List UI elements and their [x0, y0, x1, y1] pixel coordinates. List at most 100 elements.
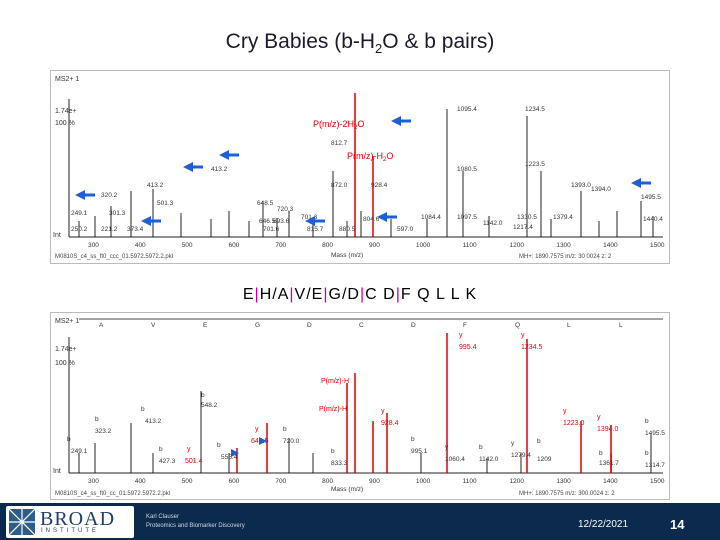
svg-text:b: b	[201, 392, 205, 399]
logo-word: BROAD	[40, 508, 116, 530]
sequence-separator: /	[272, 286, 278, 303]
sequence-separator: |	[289, 286, 295, 303]
file-label: M0810S_c4_ss_ft0_ccc_01.5972.5972.2.pkl	[55, 254, 173, 260]
svg-text:y: y	[597, 414, 601, 421]
svg-text:1495.5: 1495.5	[645, 430, 665, 437]
peptide-sequence: E|H/A|V/E|G/D|C D|F Q L L K	[0, 286, 720, 304]
svg-text:b: b	[159, 446, 163, 453]
svg-text:b: b	[331, 448, 335, 455]
percent-label: 100 %	[55, 360, 75, 367]
x-tick-label: 700	[275, 242, 286, 249]
svg-text:1095.4: 1095.4	[457, 106, 477, 113]
residue-label: F	[463, 322, 467, 329]
x-tick-label: 1200	[510, 242, 525, 249]
svg-text:880.5: 880.5	[339, 226, 356, 233]
arrows-top	[75, 116, 651, 226]
svg-text:413.2: 413.2	[211, 166, 228, 173]
logo-grid-icon	[8, 508, 36, 536]
svg-text:833.3: 833.3	[331, 460, 348, 467]
svg-text:y: y	[563, 408, 567, 415]
svg-text:995.1: 995.1	[411, 448, 428, 455]
svg-text:320.2: 320.2	[101, 192, 118, 199]
svg-text:1223.0: 1223.0	[563, 420, 585, 427]
residue-label: Q	[515, 322, 520, 329]
svg-text:548.2: 548.2	[201, 402, 218, 409]
svg-text:720.0: 720.0	[283, 438, 300, 445]
x-tick-label: 1100	[463, 242, 477, 249]
svg-text:812.7: 812.7	[331, 140, 348, 147]
svg-text:1223.5: 1223.5	[525, 161, 545, 168]
svg-text:y: y	[459, 332, 463, 339]
svg-text:804.6: 804.6	[363, 216, 380, 223]
svg-text:413.2: 413.2	[145, 418, 162, 425]
credit-text: Karl Clauser Proteomics and Biomarker Di…	[146, 513, 245, 531]
spectrum-header: MS2+ 1	[55, 318, 79, 325]
x-tick-label: 1300	[556, 478, 571, 485]
x-tick-label: 1200	[510, 478, 525, 485]
svg-text:b: b	[537, 438, 541, 445]
annotation-2h2o: P(m/z)-2H2O	[313, 119, 364, 131]
x-tick-label: 500	[182, 242, 193, 249]
svg-text:1142.0: 1142.0	[479, 456, 499, 463]
svg-text:1217.4: 1217.4	[513, 224, 533, 231]
sequence-separator: /	[306, 286, 312, 303]
file-label: M0810S_c4_ss_ft0_cc_01.5972.5972.2.pkl	[55, 491, 170, 497]
svg-text:701.3: 701.3	[301, 214, 318, 221]
svg-text:b: b	[599, 450, 603, 457]
svg-text:y: y	[511, 440, 515, 447]
slide-title: Cry Babies (b-H2O & b pairs)	[225, 30, 495, 57]
arrow-right-icon	[259, 437, 267, 445]
spectrum-bottom-svg: MS2+ 1 A V E G D C D F Q L L 1.74e+ 100 % Int	[53, 318, 665, 497]
svg-text:P(m/z)-H: P(m/z)-H	[321, 378, 349, 385]
x-tick-label: 1400	[603, 478, 618, 485]
svg-text:y: y	[381, 408, 385, 415]
arrows-bottom	[231, 437, 267, 457]
sequence-residues: H	[259, 286, 273, 303]
sequence-residues: D	[347, 286, 360, 303]
svg-text:1314.7: 1314.7	[645, 462, 665, 469]
svg-text:872.0: 872.0	[331, 182, 348, 189]
slide-footer: BROAD INSTITUTE Karl Clauser Proteomics …	[0, 503, 720, 540]
svg-text:1440.4: 1440.4	[643, 216, 663, 223]
svg-text:y: y	[521, 332, 525, 339]
svg-text:928.4: 928.4	[371, 182, 388, 189]
arrow-left-icon	[141, 216, 151, 226]
svg-text:221.2: 221.2	[101, 226, 118, 233]
x-tick-label: 1100	[463, 478, 477, 485]
x-tick-label: 600	[229, 478, 240, 485]
peaks-bottom	[78, 333, 652, 473]
intensity-label: 1.74e+	[55, 108, 77, 115]
x-tick-label: 900	[369, 478, 380, 485]
x-tick-label: 400	[135, 242, 146, 249]
x-tick-label: 900	[369, 242, 380, 249]
svg-text:y: y	[255, 426, 259, 433]
svg-text:646.5: 646.5	[259, 218, 276, 225]
arrow-left-icon	[377, 212, 387, 222]
residue-label: D	[411, 322, 416, 329]
svg-text:b: b	[645, 450, 649, 457]
svg-text:b: b	[67, 436, 71, 443]
arrow-left-icon	[75, 190, 85, 200]
arrow-left-icon	[631, 178, 641, 188]
x-tick-label: 300	[88, 242, 99, 249]
svg-text:301.3: 301.3	[109, 210, 126, 217]
svg-text:1142.0: 1142.0	[483, 220, 503, 227]
mh-label: MH+: 1890.7575 m/z: 30 0024 z: 2	[519, 254, 612, 260]
arrow-left-icon	[219, 150, 229, 160]
spectrum-top-svg: MS2+ 1 1.74e+ 100 % Int	[53, 76, 665, 260]
sequence-separator: /	[341, 286, 348, 303]
svg-text:1394.0: 1394.0	[591, 186, 611, 193]
x-tick-label: 1500	[650, 478, 665, 485]
x-ticks-bottom: 300 400 500 600 700 800 900 1000 1100 1200 1300 140…	[88, 478, 665, 485]
ion-labels-bottom: y 995.4 y 1234.5 P(m/z)-H P(m/z)-H y 928.4 y…	[185, 332, 619, 465]
residue-label: L	[619, 322, 623, 329]
svg-text:373.4: 373.4	[127, 226, 144, 233]
x-tick-label: 400	[135, 478, 146, 485]
credit-group: Proteomics and Biomarker Discovery	[146, 523, 245, 529]
x-tick-label: 800	[322, 478, 333, 485]
residue-label: L	[567, 322, 571, 329]
sequence-residues: V	[294, 286, 307, 303]
residue-label: A	[99, 322, 104, 329]
